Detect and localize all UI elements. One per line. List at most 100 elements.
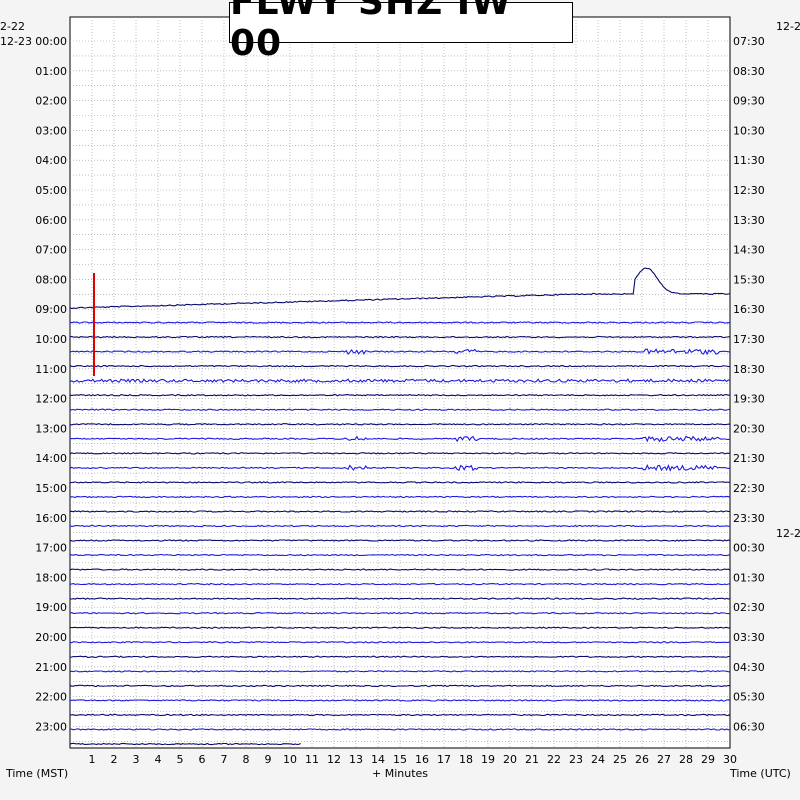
left-hour-label: 23:00	[35, 720, 67, 733]
x-tick-label: 26	[635, 753, 649, 766]
seismic-traces	[69, 267, 731, 746]
seismic-trace-line	[69, 553, 731, 557]
right-hour-label: 15:30	[733, 273, 765, 286]
right-hour-label: 06:30	[733, 720, 765, 733]
seismic-trace-line	[69, 641, 731, 644]
left-hour-label: 18:00	[35, 571, 67, 584]
x-axis-label: + Minutes	[372, 767, 428, 780]
left-hour-label: 20:00	[35, 631, 67, 644]
seismic-trace-line	[69, 539, 731, 542]
left-hour-label: 04:00	[35, 154, 67, 167]
x-tick-label: 5	[177, 753, 184, 766]
left-hour-label: 10:00	[35, 333, 67, 346]
right-hour-label: 16:30	[733, 303, 765, 316]
x-tick-label: 22	[547, 753, 561, 766]
x-tick-label: 1	[89, 753, 96, 766]
seismic-trace-line	[69, 626, 730, 629]
right-hour-label: 05:30	[733, 691, 765, 704]
seismic-trace-line	[69, 335, 731, 339]
right-hour-label: 01:30	[733, 571, 765, 584]
seismic-trace-line	[69, 524, 731, 528]
left-hour-label: 05:00	[35, 184, 67, 197]
seismic-trace-line	[69, 742, 301, 746]
left-hour-label: 21:00	[35, 661, 67, 674]
seismic-trace-line	[69, 510, 731, 513]
left-hour-label: 12:00	[35, 393, 67, 406]
x-tick-label: 8	[243, 753, 250, 766]
seismic-trace-line	[69, 699, 731, 702]
seismic-trace-line	[69, 495, 731, 499]
left-axis-label: Time (MST)	[5, 767, 68, 780]
left-hour-label: 00:00	[35, 35, 67, 48]
right-hour-label: 07:30	[733, 35, 765, 48]
seismic-trace-line	[69, 655, 731, 659]
left-hour-label: 17:00	[35, 542, 67, 555]
x-tick-label: 10	[283, 753, 297, 766]
left-hour-label: 06:00	[35, 214, 67, 227]
x-tick-label: 20	[503, 753, 517, 766]
x-tick-label: 21	[525, 753, 539, 766]
x-tick-label: 23	[569, 753, 583, 766]
x-tick-label: 6	[199, 753, 206, 766]
x-tick-label: 15	[393, 753, 407, 766]
left-hour-label: 13:00	[35, 422, 67, 435]
seismic-trace-line	[69, 378, 731, 384]
grid-lines	[70, 17, 730, 748]
x-tick-label: 28	[679, 753, 693, 766]
right-hour-label: 19:30	[733, 393, 765, 406]
right-hour-label: 02:30	[733, 601, 765, 614]
left-date-label-1: 2-22	[0, 20, 25, 33]
x-tick-label: 12	[327, 753, 341, 766]
seismic-trace-line	[69, 408, 731, 411]
seismic-trace-line	[69, 267, 731, 310]
x-tick-label: 14	[371, 753, 385, 766]
left-hour-label: 15:00	[35, 482, 67, 495]
seismic-trace-line	[69, 435, 731, 443]
left-hour-labels: 00:00 01:00 02:00 03:00 04:00 05:00 06:00 07:00…	[35, 35, 67, 733]
seismic-trace-line	[69, 364, 731, 368]
x-tick-label: 16	[415, 753, 429, 766]
right-hour-label: 22:30	[733, 482, 765, 495]
right-hour-label: 04:30	[733, 661, 765, 674]
left-date-label-2: 12-23	[0, 35, 32, 48]
seismic-trace-line	[69, 684, 731, 688]
x-tick-label: 18	[459, 753, 473, 766]
right-hour-label: 13:30	[733, 214, 765, 227]
x-tick-label: 30	[723, 753, 737, 766]
x-tick-label: 3	[133, 753, 140, 766]
right-axis-label: Time (UTC)	[729, 767, 791, 780]
seismic-trace-line	[69, 423, 731, 426]
right-hour-label: 00:30	[733, 542, 765, 555]
seismic-trace-line	[69, 670, 731, 673]
x-tick-label: 4	[155, 753, 162, 766]
left-hour-label: 07:00	[35, 244, 67, 257]
right-hour-label: 17:30	[733, 333, 765, 346]
right-hour-labels: 07:30 08:30 09:30 10:30 11:30 12:30 13:30 14:30…	[733, 35, 765, 733]
right-hour-label: 23:30	[733, 512, 765, 525]
right-hour-label: 21:30	[733, 452, 765, 465]
left-hour-label: 09:00	[35, 303, 67, 316]
x-tick-label: 13	[349, 753, 363, 766]
x-tick-label: 27	[657, 753, 671, 766]
x-tick-label: 11	[305, 753, 319, 766]
x-tick-label: 7	[221, 753, 228, 766]
x-tick-label: 25	[613, 753, 627, 766]
seismic-trace-line	[69, 582, 731, 586]
x-tick-labels: 1 2 3 4 5 6 7 8 9 10 11 12 13 14 15 16 17 18 19 20 21 22 23 24 2…	[89, 753, 738, 766]
left-hour-label: 02:00	[35, 95, 67, 108]
chart-title: FLWY SHZ IW 00	[229, 0, 573, 64]
left-hour-label: 19:00	[35, 601, 67, 614]
right-hour-label: 14:30	[733, 244, 765, 257]
left-hour-label: 03:00	[35, 124, 67, 137]
x-tick-label: 9	[265, 753, 272, 766]
right-hour-label: 12:30	[733, 184, 765, 197]
left-hour-label: 08:00	[35, 273, 67, 286]
right-hour-label: 08:30	[733, 65, 765, 78]
right-hour-label: 18:30	[733, 363, 765, 376]
x-tick-label: 19	[481, 753, 495, 766]
seismic-trace-line	[69, 568, 731, 571]
seismic-trace-line	[69, 393, 731, 397]
seismic-trace-line	[69, 452, 731, 455]
x-tick-label: 2	[111, 753, 118, 766]
